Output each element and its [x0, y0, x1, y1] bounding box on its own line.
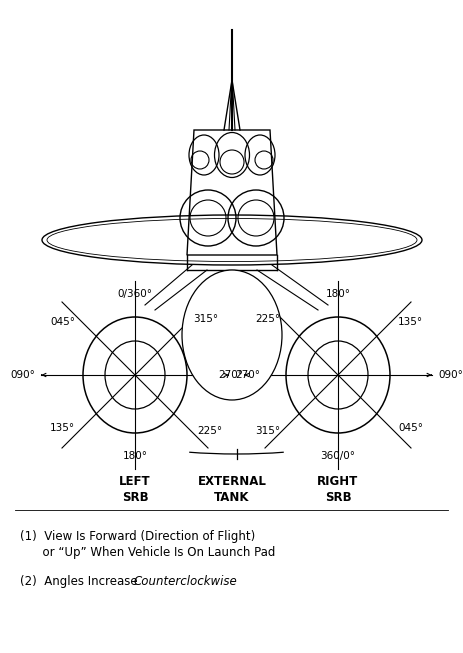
Text: (1)  View Is Forward (Direction of Flight): (1) View Is Forward (Direction of Flight… — [20, 530, 255, 543]
Text: (2)  Angles Increase: (2) Angles Increase — [20, 575, 141, 588]
Text: 090°: 090° — [10, 370, 35, 380]
Text: 225°: 225° — [197, 426, 222, 436]
Text: 045°: 045° — [50, 317, 75, 327]
Text: 225°: 225° — [255, 314, 280, 324]
Text: EXTERNAL
TANK: EXTERNAL TANK — [198, 475, 266, 504]
Text: Counterclockwise: Counterclockwise — [134, 575, 238, 588]
Text: or “Up” When Vehicle Is On Launch Pad: or “Up” When Vehicle Is On Launch Pad — [20, 546, 275, 559]
Text: 090°: 090° — [438, 370, 463, 380]
Text: 0/360°: 0/360° — [118, 289, 152, 299]
Text: 270°: 270° — [235, 370, 260, 380]
Ellipse shape — [182, 270, 282, 400]
Text: 315°: 315° — [255, 426, 280, 436]
Text: 360/0°: 360/0° — [320, 451, 356, 461]
Text: 045°: 045° — [398, 423, 423, 433]
Text: RIGHT
SRB: RIGHT SRB — [317, 475, 359, 504]
Text: LEFT
SRB: LEFT SRB — [119, 475, 151, 504]
Text: 270°: 270° — [218, 370, 243, 380]
Text: 180°: 180° — [325, 289, 350, 299]
Text: 135°: 135° — [398, 317, 423, 327]
Text: 135°: 135° — [50, 423, 75, 433]
Text: 180°: 180° — [123, 451, 148, 461]
Text: 315°: 315° — [193, 314, 218, 324]
